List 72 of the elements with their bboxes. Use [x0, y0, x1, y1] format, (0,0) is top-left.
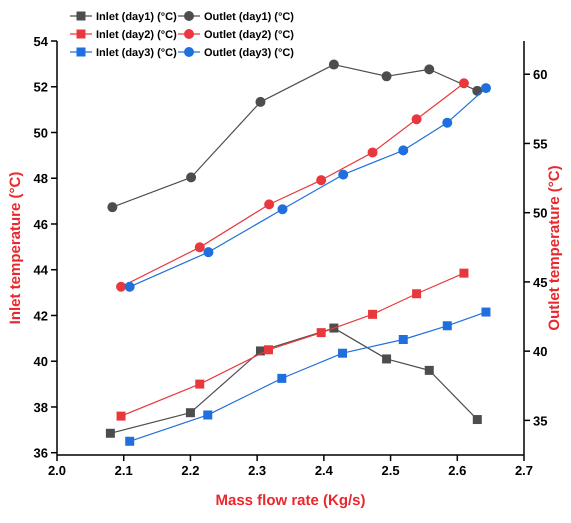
point	[316, 328, 326, 338]
point	[424, 366, 434, 375]
x-tick-label: 2.3	[248, 463, 266, 478]
legend-label: Outlet (day1) (°C)	[204, 11, 294, 23]
point	[194, 242, 205, 252]
legend-label: Inlet (day3) (°C)	[96, 47, 178, 59]
point	[328, 60, 339, 70]
point	[107, 202, 118, 212]
y2-axis-title: Outlet temperature (°C)	[546, 165, 563, 331]
y-tick-label: 46	[34, 216, 48, 232]
point	[316, 175, 326, 186]
x-tick-label: 2.1	[114, 463, 133, 478]
point	[442, 118, 452, 128]
y2-tick-label: 45	[533, 274, 548, 290]
y-tick-label: 40	[34, 354, 48, 370]
y2-tick-label: 35	[533, 413, 548, 428]
legend-label: Outlet (day3) (°C)	[204, 47, 294, 59]
x-tick-label: 2.7	[514, 463, 534, 478]
point	[195, 380, 204, 389]
point	[398, 334, 408, 344]
point	[412, 114, 422, 124]
point	[264, 345, 273, 354]
point	[368, 310, 378, 319]
x-tick-label: 2.4	[314, 463, 334, 478]
y2-tick-label: 50	[533, 206, 548, 221]
x-tick-label: 2.0	[48, 463, 66, 478]
y-tick-label: 52	[34, 80, 48, 95]
point	[382, 354, 392, 364]
point	[480, 83, 491, 94]
point	[338, 170, 348, 180]
y-tick-label: 48	[34, 171, 48, 186]
y-tick-label: 42	[34, 308, 48, 324]
point	[424, 64, 434, 74]
point	[442, 321, 452, 330]
legend-label: Inlet (day2) (°C)	[96, 29, 178, 41]
y-tick-label: 54	[34, 34, 49, 49]
legend-label: Outlet (day2) (°C)	[204, 29, 294, 41]
point	[338, 348, 348, 358]
y2-tick-label: 60	[533, 67, 548, 82]
legend-label: Inlet (day1) (°C)	[96, 11, 178, 23]
y-tick-label: 38	[34, 400, 48, 415]
y-tick-label: 50	[34, 125, 48, 140]
point	[458, 78, 469, 88]
point	[116, 412, 126, 421]
x-tick-label: 2.5	[382, 463, 400, 478]
point	[116, 282, 126, 292]
y2-tick-label: 55	[533, 136, 548, 152]
point	[398, 145, 408, 156]
x-tick-label: 2.6	[448, 463, 466, 478]
point	[255, 96, 266, 107]
x-axis-title: Mass flow rate (Kg/s)	[215, 492, 366, 509]
point	[124, 282, 135, 292]
point	[203, 410, 212, 420]
y2-tick-label: 40	[533, 344, 548, 360]
point	[264, 199, 274, 210]
y-tick-label: 44	[34, 262, 49, 278]
point	[459, 268, 468, 278]
point	[186, 408, 195, 418]
point	[125, 436, 134, 446]
point	[186, 172, 196, 182]
y-axis-title: Inlet temperature (°C)	[7, 172, 24, 324]
y-tick-label: 36	[34, 446, 48, 461]
point	[106, 428, 115, 438]
point	[382, 71, 392, 82]
point	[472, 415, 482, 424]
x-tick-label: 2.2	[181, 463, 200, 478]
point	[368, 147, 378, 158]
point	[203, 247, 214, 258]
point	[277, 204, 288, 214]
point	[481, 308, 490, 317]
point	[277, 374, 286, 383]
point	[412, 289, 422, 298]
